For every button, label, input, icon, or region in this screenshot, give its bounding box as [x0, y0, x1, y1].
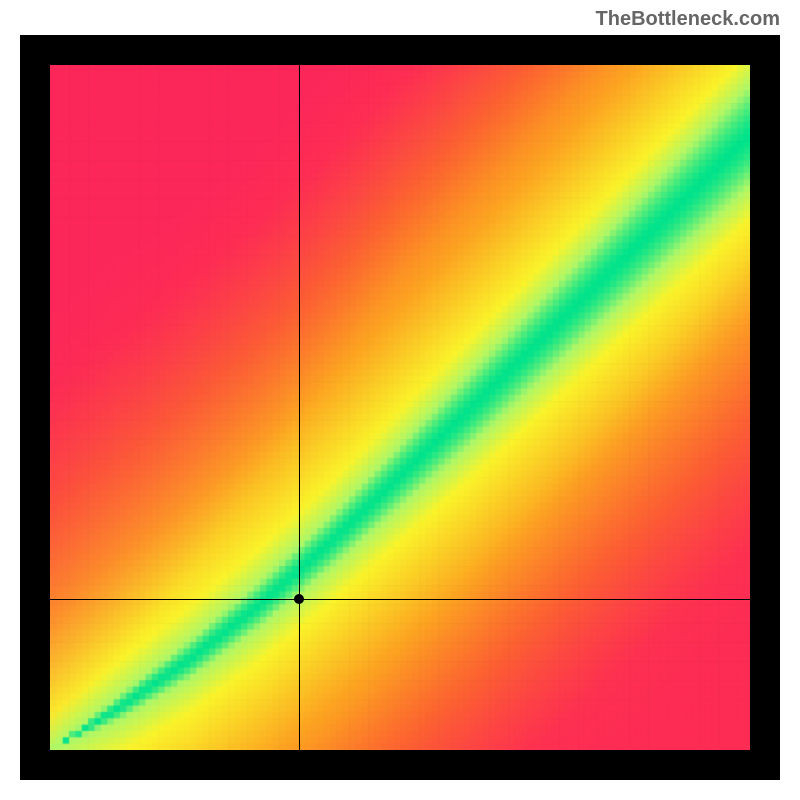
- crosshair-marker: [294, 594, 304, 604]
- chart-frame: [20, 35, 780, 780]
- watermark-text: TheBottleneck.com: [596, 8, 780, 31]
- plot-area: [50, 65, 750, 750]
- heatmap-canvas: [50, 65, 750, 750]
- crosshair-horizontal: [50, 599, 750, 600]
- crosshair-vertical: [299, 65, 300, 750]
